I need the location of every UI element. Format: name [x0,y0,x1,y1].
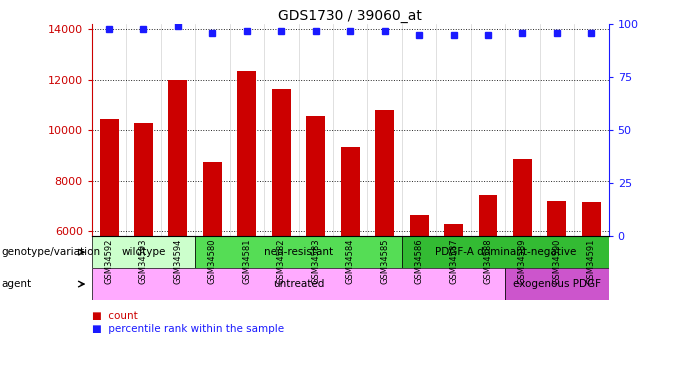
Text: GSM34584: GSM34584 [345,238,355,284]
Text: GSM34586: GSM34586 [415,238,424,284]
Text: GSM34593: GSM34593 [139,238,148,284]
Bar [272,89,291,375]
FancyBboxPatch shape [92,268,505,300]
FancyBboxPatch shape [402,236,609,268]
Text: GSM34592: GSM34592 [105,238,114,284]
Text: wildtype: wildtype [121,247,166,257]
Text: exogenous PDGF: exogenous PDGF [513,279,601,289]
Text: GSM34588: GSM34588 [483,238,492,284]
FancyBboxPatch shape [92,236,195,268]
Bar [479,195,498,375]
Bar [375,110,394,375]
Text: agent: agent [1,279,31,289]
Bar [341,147,360,375]
Text: GSM34585: GSM34585 [380,238,389,284]
Text: GSM34594: GSM34594 [173,238,182,284]
Title: GDS1730 / 39060_at: GDS1730 / 39060_at [278,9,422,23]
Text: genotype/variation: genotype/variation [1,247,101,257]
Text: PDGF-A dominant-negative: PDGF-A dominant-negative [435,247,576,257]
Text: GSM34580: GSM34580 [208,238,217,284]
Bar [134,123,153,375]
Bar [547,201,566,375]
Text: GSM34590: GSM34590 [552,238,562,284]
Text: untreated: untreated [273,279,324,289]
Bar [444,224,463,375]
Bar [409,215,428,375]
FancyBboxPatch shape [505,268,609,300]
Bar [306,117,325,375]
Bar [582,202,601,375]
Bar [513,159,532,375]
Bar [169,80,188,375]
Text: ■  percentile rank within the sample: ■ percentile rank within the sample [92,324,284,334]
Text: GSM34582: GSM34582 [277,238,286,284]
Text: GSM34589: GSM34589 [518,238,527,284]
FancyBboxPatch shape [195,236,402,268]
Text: GSM34587: GSM34587 [449,238,458,284]
Text: GSM34581: GSM34581 [242,238,252,284]
Text: GSM34591: GSM34591 [587,238,596,284]
Bar [237,71,256,375]
Text: GSM34583: GSM34583 [311,238,320,284]
Bar [99,119,118,375]
Bar [203,162,222,375]
Text: ■  count: ■ count [92,311,137,321]
Text: neo-resistant: neo-resistant [264,247,333,257]
